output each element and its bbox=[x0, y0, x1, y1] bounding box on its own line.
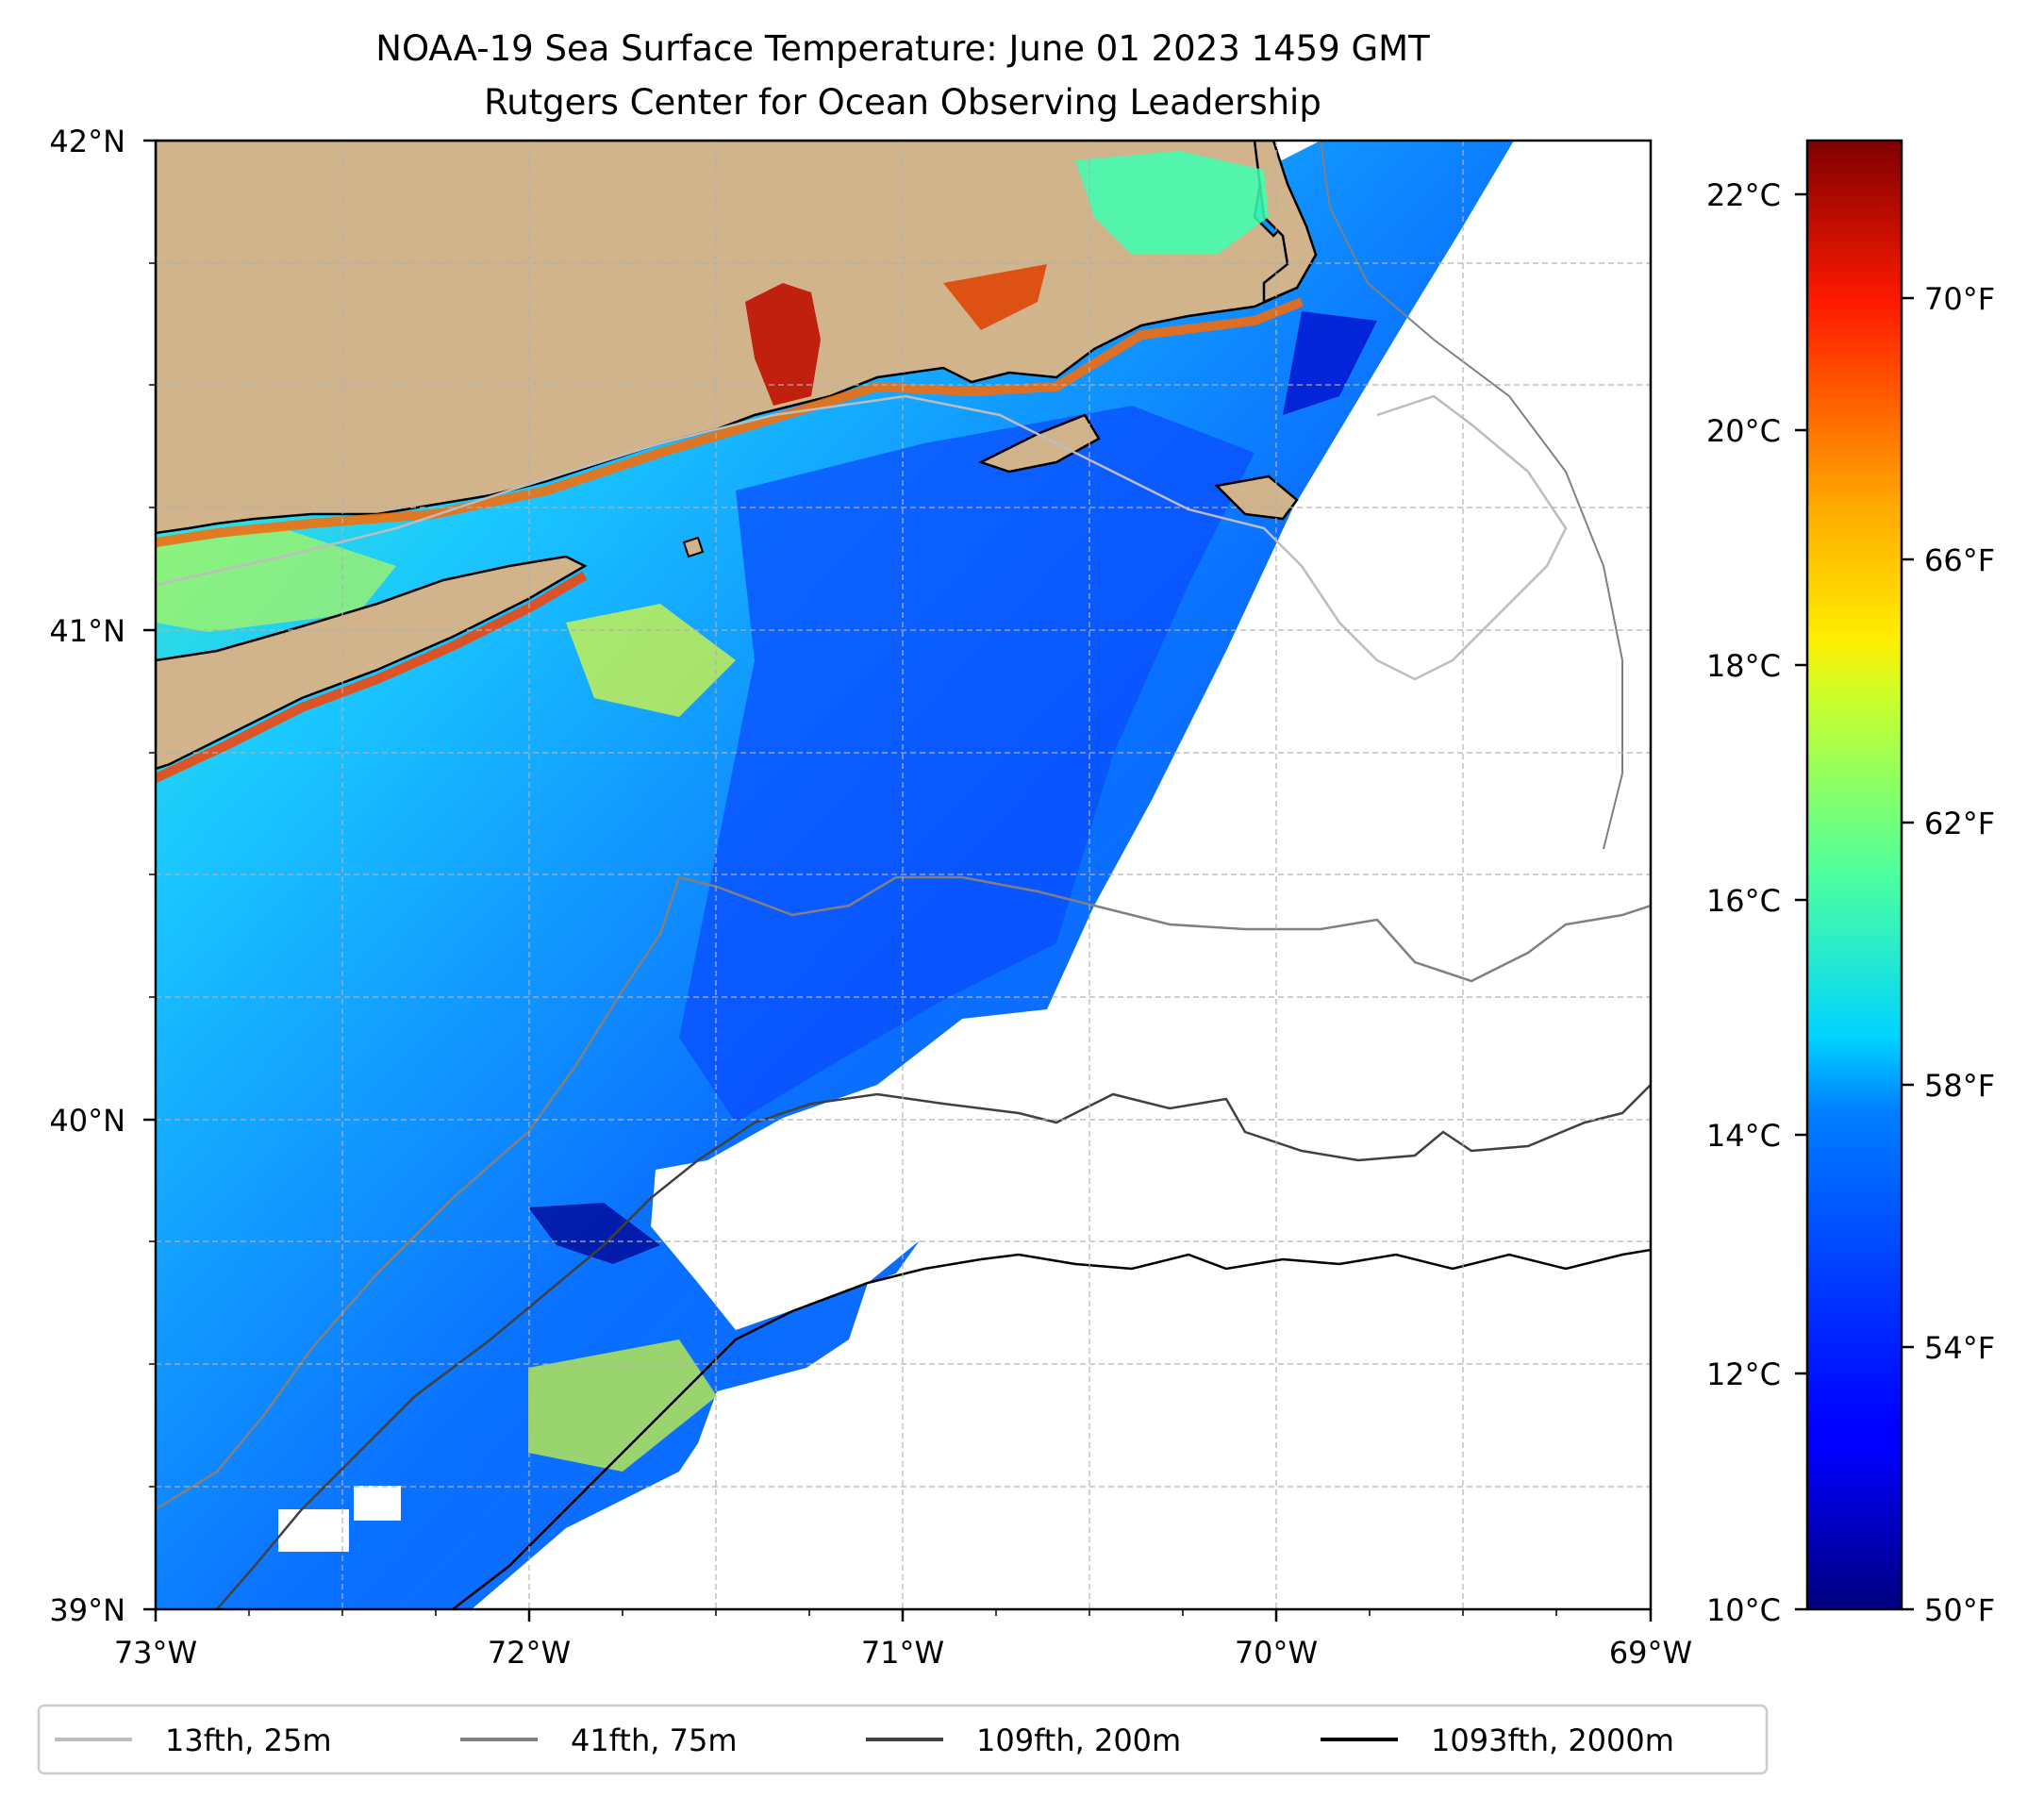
colorbar-celsius-label: 12°C bbox=[1706, 1356, 1781, 1392]
title-line-2: Rutgers Center for Ocean Observing Leade… bbox=[484, 82, 1321, 123]
colorbar-fahrenheit-label: 62°F bbox=[1924, 806, 1995, 841]
y-tick-label: 41°N bbox=[49, 613, 125, 649]
contour-25m bbox=[156, 394, 1568, 681]
cool-water-patch bbox=[679, 406, 1255, 1123]
x-tick-label: 73°W bbox=[114, 1635, 197, 1671]
land-block-island bbox=[682, 536, 705, 558]
colorbar-celsius-label: 18°C bbox=[1706, 648, 1781, 684]
land-long-island bbox=[156, 555, 588, 771]
legend-label-75m: 41fth, 75m bbox=[571, 1722, 737, 1758]
colorbar-celsius-ticks bbox=[1795, 192, 1807, 1611]
warm-bay-cape-cod bbox=[1075, 151, 1269, 255]
x-tick-label: 69°W bbox=[1609, 1635, 1692, 1671]
y-tick-label: 39°N bbox=[49, 1592, 125, 1628]
title-line-1: NOAA-19 Sea Surface Temperature: June 01… bbox=[375, 28, 1430, 69]
warm-coastal-fringe-li bbox=[156, 571, 588, 783]
colorbar-fahrenheit-label: 50°F bbox=[1924, 1592, 1995, 1628]
warm-bay-buzzards bbox=[943, 264, 1047, 330]
legend-label-200m: 109fth, 200m bbox=[976, 1722, 1181, 1758]
contour-200m bbox=[216, 1084, 1651, 1609]
y-axis bbox=[143, 139, 156, 1611]
colorbar-fahrenheit-label: 70°F bbox=[1924, 281, 1995, 317]
warm-bay-narragansett bbox=[745, 283, 821, 406]
legend-label-25m: 13fth, 25m bbox=[165, 1722, 331, 1758]
colorbar-fahrenheit-label: 58°F bbox=[1924, 1068, 1995, 1104]
x-tick-label: 71°W bbox=[861, 1635, 944, 1671]
cloud-gap bbox=[278, 1486, 401, 1552]
land-nantucket bbox=[1214, 474, 1299, 521]
y-tick-label: 40°N bbox=[49, 1103, 125, 1139]
gridlines bbox=[156, 141, 1651, 1609]
warm-coastal-fringe bbox=[156, 297, 1304, 547]
y-axis-minor bbox=[149, 262, 156, 1488]
contour-75m-east bbox=[1320, 141, 1623, 850]
colorbar-celsius-label: 20°C bbox=[1706, 413, 1781, 449]
warm-water-patch bbox=[566, 604, 736, 717]
contour-2000m bbox=[452, 1248, 1651, 1609]
colorbar bbox=[1805, 139, 1903, 1611]
map-panel bbox=[156, 141, 1651, 1609]
x-axis bbox=[154, 1609, 1653, 1622]
x-tick-label: 70°W bbox=[1235, 1635, 1318, 1671]
x-axis-minor bbox=[248, 1609, 1557, 1616]
contour-75m bbox=[156, 875, 1651, 1511]
cool-water-patch-3 bbox=[528, 1203, 660, 1264]
colorbar-fahrenheit-label: 54°F bbox=[1924, 1330, 1995, 1366]
warm-water-patch-2 bbox=[156, 528, 396, 632]
legend-label-2000m: 1093fth, 2000m bbox=[1431, 1722, 1674, 1758]
legend: 13fth, 25m 41fth, 75m 109fth, 200m 1093f… bbox=[37, 1704, 1769, 1775]
y-tick-label: 42°N bbox=[49, 124, 125, 159]
warm-water-patch-3 bbox=[528, 1339, 717, 1472]
colorbar-fahrenheit-label: 66°F bbox=[1924, 542, 1995, 578]
colorbar-celsius-label: 22°C bbox=[1706, 177, 1781, 213]
colorbar-celsius-label: 16°C bbox=[1706, 883, 1781, 919]
colorbar-fahrenheit-ticks bbox=[1902, 296, 1914, 1611]
colorbar-celsius-label: 10°C bbox=[1706, 1592, 1781, 1628]
colorbar-celsius-label: 14°C bbox=[1706, 1118, 1781, 1154]
land-cape-cod bbox=[1253, 141, 1318, 304]
cool-water-patch-2 bbox=[1283, 311, 1377, 415]
x-tick-label: 72°W bbox=[488, 1635, 571, 1671]
